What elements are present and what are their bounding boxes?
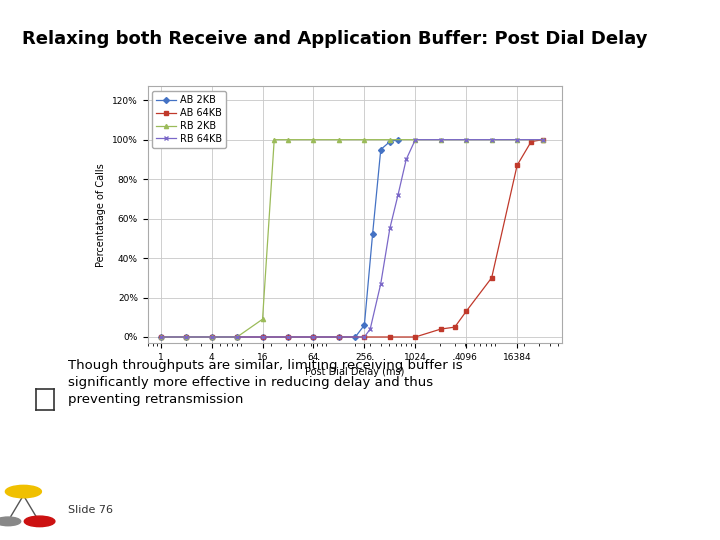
AB 2KB — [258, 334, 267, 340]
AB 2KB — [284, 334, 292, 340]
AB 2KB — [207, 334, 216, 340]
AB 64KB — [436, 326, 445, 332]
RB 2KB — [487, 137, 496, 143]
AB 64KB — [385, 334, 394, 340]
AB 64KB — [487, 274, 496, 281]
Y-axis label: Percentatage of Calls: Percentatage of Calls — [96, 163, 107, 267]
RB 64KB — [462, 137, 471, 143]
RB 2KB — [207, 334, 216, 340]
RB 64KB — [182, 334, 191, 340]
AB 64KB — [258, 334, 267, 340]
AB 2KB — [156, 334, 165, 340]
AB 64KB — [539, 137, 547, 143]
AB 64KB — [462, 308, 471, 315]
RB 64KB — [487, 137, 496, 143]
AB 2KB — [335, 334, 343, 340]
RB 64KB — [539, 137, 547, 143]
AB 64KB — [527, 138, 536, 145]
RB 64KB — [156, 334, 165, 340]
AB 2KB — [309, 334, 318, 340]
AB 2KB — [368, 231, 377, 238]
Legend: AB 2KB, AB 64KB, RB 2KB, RB 64KB: AB 2KB, AB 64KB, RB 2KB, RB 64KB — [153, 91, 225, 148]
AB 2KB — [385, 138, 394, 145]
AB 64KB — [335, 334, 343, 340]
RB 2KB — [182, 334, 191, 340]
AB 64KB — [182, 334, 191, 340]
Circle shape — [6, 485, 42, 498]
RB 64KB — [258, 334, 267, 340]
RB 64KB — [360, 334, 369, 340]
AB 64KB — [451, 324, 459, 330]
RB 2KB — [233, 334, 241, 340]
RB 64KB — [284, 334, 292, 340]
RB 64KB — [207, 334, 216, 340]
AB 64KB — [411, 334, 420, 340]
AB 2KB — [377, 146, 385, 153]
RB 64KB — [309, 334, 318, 340]
AB 64KB — [360, 334, 369, 340]
AB 64KB — [513, 162, 521, 168]
AB 2KB — [351, 334, 359, 340]
Line: AB 2KB: AB 2KB — [158, 138, 400, 339]
RB 2KB — [270, 137, 279, 143]
Text: Though throughputs are similar, limiting receiving buffer is
significantly more : Though throughputs are similar, limiting… — [68, 359, 463, 406]
RB 64KB — [385, 225, 394, 232]
RB 64KB — [233, 334, 241, 340]
RB 64KB — [513, 137, 521, 143]
RB 2KB — [539, 137, 547, 143]
RB 64KB — [394, 192, 402, 198]
RB 2KB — [411, 137, 420, 143]
RB 2KB — [258, 316, 267, 322]
Circle shape — [0, 517, 21, 526]
RB 64KB — [377, 280, 385, 287]
AB 2KB — [360, 322, 369, 328]
RB 2KB — [284, 137, 292, 143]
AB 64KB — [233, 334, 241, 340]
RB 2KB — [309, 137, 318, 143]
AB 64KB — [156, 334, 165, 340]
RB 64KB — [411, 137, 420, 143]
RB 64KB — [366, 326, 374, 332]
RB 2KB — [385, 137, 394, 143]
AB 2KB — [182, 334, 191, 340]
X-axis label: Post Dial Delay (ms): Post Dial Delay (ms) — [305, 367, 405, 377]
RB 2KB — [462, 137, 471, 143]
Circle shape — [24, 516, 55, 526]
AB 64KB — [207, 334, 216, 340]
AB 64KB — [284, 334, 292, 340]
Text: Slide 76: Slide 76 — [68, 505, 114, 515]
RB 64KB — [436, 137, 445, 143]
RB 2KB — [436, 137, 445, 143]
AB 2KB — [394, 137, 402, 143]
Line: RB 2KB: RB 2KB — [158, 138, 544, 339]
RB 64KB — [335, 334, 343, 340]
RB 2KB — [335, 137, 343, 143]
Line: AB 64KB: AB 64KB — [158, 138, 544, 339]
AB 2KB — [233, 334, 241, 340]
Line: RB 64KB: RB 64KB — [158, 138, 544, 339]
RB 2KB — [360, 137, 369, 143]
RB 64KB — [402, 156, 410, 163]
Text: Relaxing both Receive and Application Buffer: Post Dial Delay: Relaxing both Receive and Application Bu… — [22, 30, 647, 48]
RB 2KB — [513, 137, 521, 143]
RB 2KB — [156, 334, 165, 340]
AB 64KB — [309, 334, 318, 340]
